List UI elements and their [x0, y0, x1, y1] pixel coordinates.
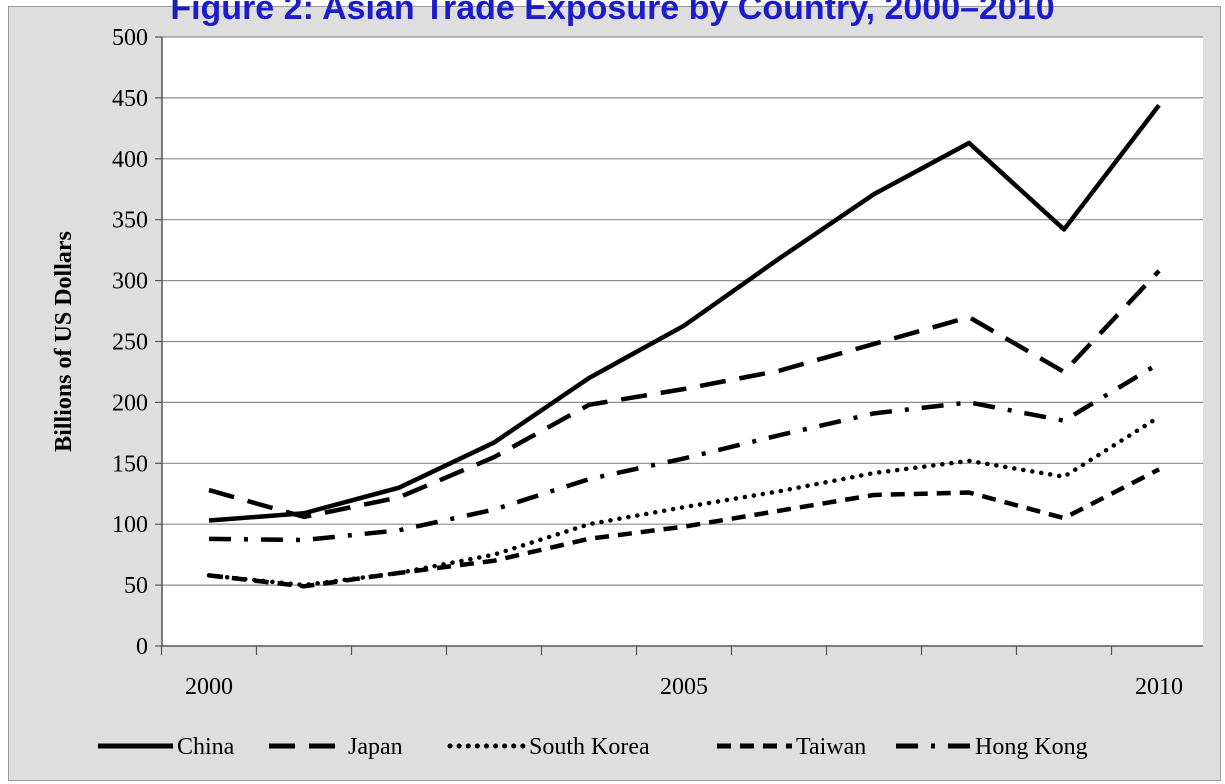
- legend-label-china: China: [177, 734, 235, 760]
- legend-label-hong-kong: Hong Kong: [975, 734, 1088, 760]
- y-tick-label-350: 350: [112, 208, 148, 234]
- y-tick-label-450: 450: [112, 86, 148, 112]
- series-line-japan: [208, 269, 1161, 520]
- series-line-hong-kong: [208, 361, 1161, 543]
- legend-label-south-korea: South Korea: [529, 734, 650, 760]
- x-tick-label-2005: 2005: [660, 674, 708, 700]
- y-tick-label-500: 500: [112, 25, 148, 51]
- y-tick-label-250: 250: [112, 330, 148, 356]
- y-tick-label-400: 400: [112, 147, 148, 173]
- series-line-south-korea: [206, 414, 1162, 588]
- y-tick-label-300: 300: [112, 269, 148, 295]
- chart-title: Figure 2: Asian Trade Exposure by Countr…: [170, 0, 1055, 27]
- y-tick-label-200: 200: [112, 390, 148, 416]
- x-tick-label-2010: 2010: [1135, 674, 1183, 700]
- y-tick-label-150: 150: [112, 451, 148, 477]
- y-tick-label-100: 100: [112, 512, 148, 538]
- x-tick-label-2000: 2000: [185, 674, 233, 700]
- series-line-china: [208, 103, 1161, 523]
- y-axis-title: Billions of US Dollars: [51, 231, 77, 452]
- legend-label-taiwan: Taiwan: [796, 734, 866, 760]
- y-tick-label-0: 0: [136, 634, 148, 660]
- legend-label-japan: Japan: [348, 734, 403, 760]
- y-tick-label-50: 50: [124, 573, 148, 599]
